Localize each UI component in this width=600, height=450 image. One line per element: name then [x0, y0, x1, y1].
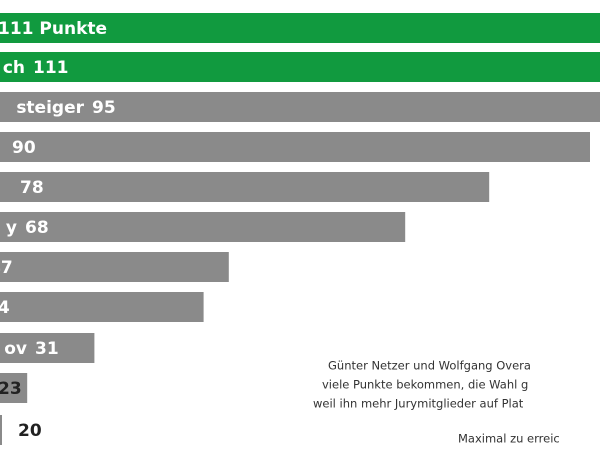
note-line: weil ihn mehr Jurymitglieder auf Plat [313, 397, 524, 411]
note-line: viele Punkte bekommen, die Wahl g [322, 378, 528, 392]
bar [0, 212, 406, 242]
value-label: 44 [0, 298, 10, 318]
bar [0, 415, 2, 445]
value-label: 78 [20, 178, 44, 198]
value-label: 47 [0, 258, 13, 278]
footnote: Maximal zu erreic [458, 432, 560, 446]
value-label: 111 [33, 58, 69, 78]
category-label: ov [4, 339, 27, 359]
bar [0, 292, 204, 322]
value-label: 20 [18, 421, 42, 441]
value-label: 68 [25, 218, 49, 238]
value-label: 31 [35, 339, 59, 359]
bar [0, 252, 229, 282]
category-label: steiger [16, 98, 84, 118]
bar [0, 333, 95, 363]
value-label: 23 [0, 379, 22, 399]
category-label: y [6, 218, 17, 238]
bar [0, 172, 490, 202]
bar [0, 132, 590, 162]
category-label: ch [3, 58, 25, 78]
bar [0, 52, 600, 82]
bar [0, 373, 28, 403]
bar [0, 92, 600, 122]
value-label: 111 Punkte [0, 19, 107, 39]
bar [0, 13, 600, 43]
value-label: 90 [12, 138, 36, 158]
note-line: Günter Netzer und Wolfgang Overa [328, 359, 531, 373]
value-label: 95 [92, 98, 116, 118]
